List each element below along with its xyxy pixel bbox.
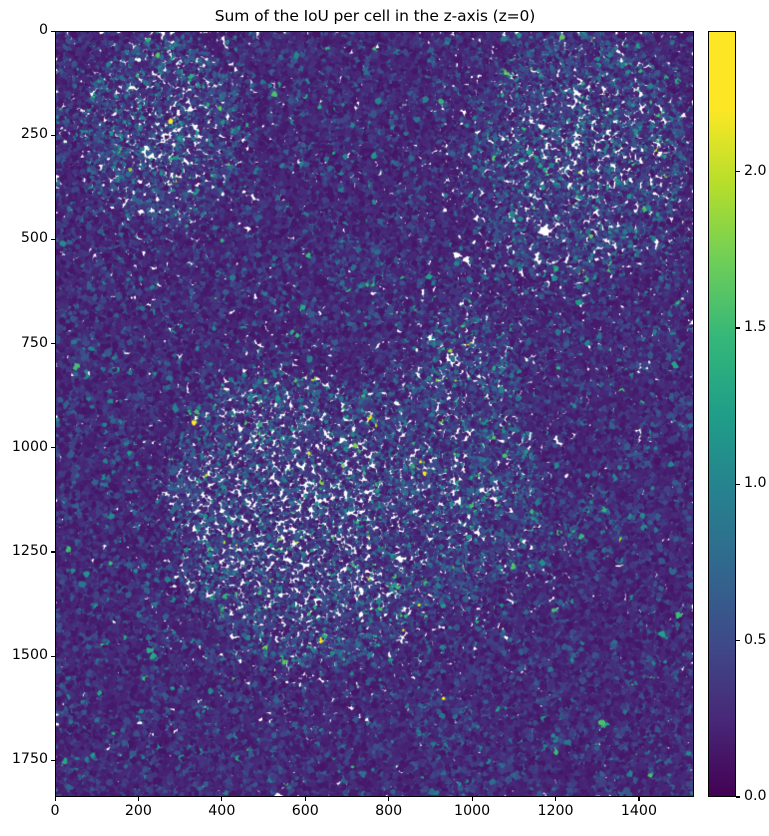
y-tick-label: 0 bbox=[38, 22, 48, 38]
y-tick-mark bbox=[51, 655, 55, 657]
x-tick-label: 200 bbox=[124, 803, 152, 819]
x-tick-label: 1200 bbox=[537, 803, 574, 819]
colorbar-tick-label: 0.0 bbox=[744, 788, 767, 804]
x-tick-mark bbox=[471, 797, 473, 801]
x-tick-label: 0 bbox=[50, 803, 60, 819]
colorbar-tick-mark bbox=[736, 640, 740, 642]
x-tick-label: 1000 bbox=[454, 803, 491, 819]
colorbar-tick-label: 0.5 bbox=[744, 631, 767, 648]
x-tick-label: 1400 bbox=[620, 803, 657, 819]
y-tick-label: 750 bbox=[20, 334, 48, 351]
x-tick-mark bbox=[388, 797, 390, 801]
y-tick-mark bbox=[51, 238, 55, 240]
x-tick-label: 800 bbox=[375, 803, 403, 819]
y-tick-mark bbox=[51, 343, 55, 345]
y-tick-label: 1500 bbox=[11, 647, 48, 664]
colorbar[interactable] bbox=[708, 31, 736, 797]
y-tick-mark bbox=[51, 30, 55, 32]
y-tick-label: 250 bbox=[20, 126, 48, 143]
colorbar-tick-label: 1.5 bbox=[744, 319, 767, 336]
y-tick-label: 1750 bbox=[11, 751, 48, 768]
y-tick-mark bbox=[51, 447, 55, 449]
cell-iou-heatmap-canvas bbox=[56, 32, 693, 796]
y-tick-label: 500 bbox=[20, 230, 48, 247]
colorbar-tick-label: 2.0 bbox=[744, 162, 767, 179]
y-tick-label: 1250 bbox=[11, 542, 48, 559]
colorbar-tick-mark bbox=[736, 171, 740, 173]
x-tick-label: 400 bbox=[208, 803, 236, 819]
colorbar-tick-mark bbox=[736, 796, 740, 798]
x-tick-mark bbox=[555, 797, 557, 801]
x-tick-mark bbox=[221, 797, 223, 801]
y-tick-mark bbox=[51, 759, 55, 761]
colorbar-tick-mark bbox=[736, 327, 740, 329]
x-tick-mark bbox=[137, 797, 139, 801]
x-tick-mark bbox=[638, 797, 640, 801]
y-tick-mark bbox=[51, 134, 55, 136]
y-tick-label: 1000 bbox=[11, 438, 48, 455]
y-tick-mark bbox=[51, 551, 55, 553]
x-tick-label: 600 bbox=[291, 803, 319, 819]
x-tick-mark bbox=[304, 797, 306, 801]
colorbar-tick-mark bbox=[736, 483, 740, 485]
plot-area[interactable] bbox=[55, 31, 694, 797]
x-tick-mark bbox=[54, 797, 56, 801]
colorbar-gradient bbox=[709, 32, 735, 796]
colorbar-tick-label: 1.0 bbox=[744, 475, 767, 492]
page-title: Sum of the IoU per cell in the z-axis (z… bbox=[214, 7, 536, 25]
